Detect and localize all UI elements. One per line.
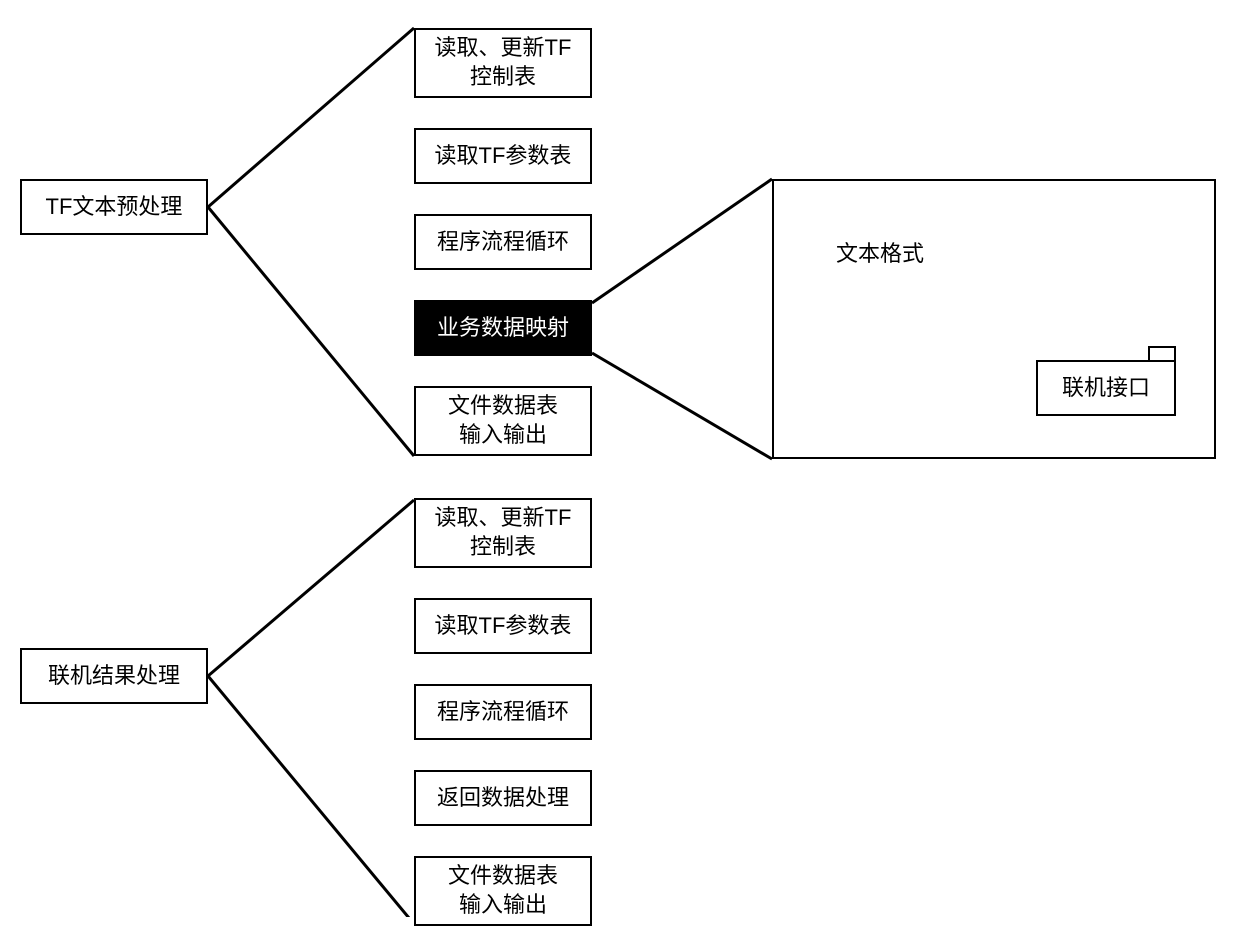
stack-top-cell-0-label: 读取、更新TF 控制表: [435, 34, 572, 91]
stack-bottom-cell-4: 文件数据表 输入输出: [414, 856, 592, 926]
conn-top-lower: [208, 207, 414, 456]
inner-box-online-interface: 联机接口: [1036, 360, 1176, 416]
box-tf-preprocess: TF文本预处理: [20, 179, 208, 235]
conn-bottom-upper: [208, 500, 414, 676]
stack-bottom-cell-0-label: 读取、更新TF 控制表: [435, 504, 572, 561]
conn-top-upper: [208, 28, 414, 207]
stack-top-cell-2-label: 程序流程循环: [437, 228, 569, 257]
stack-top-cell-4-label: 文件数据表 输入输出: [448, 392, 558, 449]
stack-bottom-cell-1-label: 读取TF参数表: [435, 612, 572, 641]
stack-bottom-cell-3: 返回数据处理: [414, 770, 592, 826]
inner-box-label: 联机接口: [1062, 374, 1150, 403]
stack-top-cell-0: 读取、更新TF 控制表: [414, 28, 592, 98]
stack-top-cell-1: 读取TF参数表: [414, 128, 592, 184]
stack-top-cell-4: 文件数据表 输入输出: [414, 386, 592, 456]
flag-label-text: 文本格式: [836, 241, 924, 266]
stack-top-cell-1-label: 读取TF参数表: [435, 142, 572, 171]
stack-bottom-cell-2: 程序流程循环: [414, 684, 592, 740]
detail-panel: [772, 179, 1216, 459]
flag-label: 文本格式: [810, 236, 950, 268]
box-tf-preprocess-label: TF文本预处理: [46, 193, 183, 222]
stack-bottom-cell-3-label: 返回数据处理: [437, 784, 569, 813]
conn-bottom-lower: [208, 676, 414, 917]
conn-detail-upper: [592, 179, 772, 303]
conn-detail-lower: [592, 353, 772, 459]
stack-top-cell-2: 程序流程循环: [414, 214, 592, 270]
stack-top-cell-3-label: 业务数据映射: [437, 314, 569, 343]
box-online-result-label: 联机结果处理: [48, 662, 180, 691]
stack-bottom-cell-0: 读取、更新TF 控制表: [414, 498, 592, 568]
stack-bottom-cell-1: 读取TF参数表: [414, 598, 592, 654]
box-online-result: 联机结果处理: [20, 648, 208, 704]
stack-bottom-cell-2-label: 程序流程循环: [437, 698, 569, 727]
stack-bottom-cell-4-label: 文件数据表 输入输出: [448, 862, 558, 919]
stack-top-cell-3: 业务数据映射: [414, 300, 592, 356]
